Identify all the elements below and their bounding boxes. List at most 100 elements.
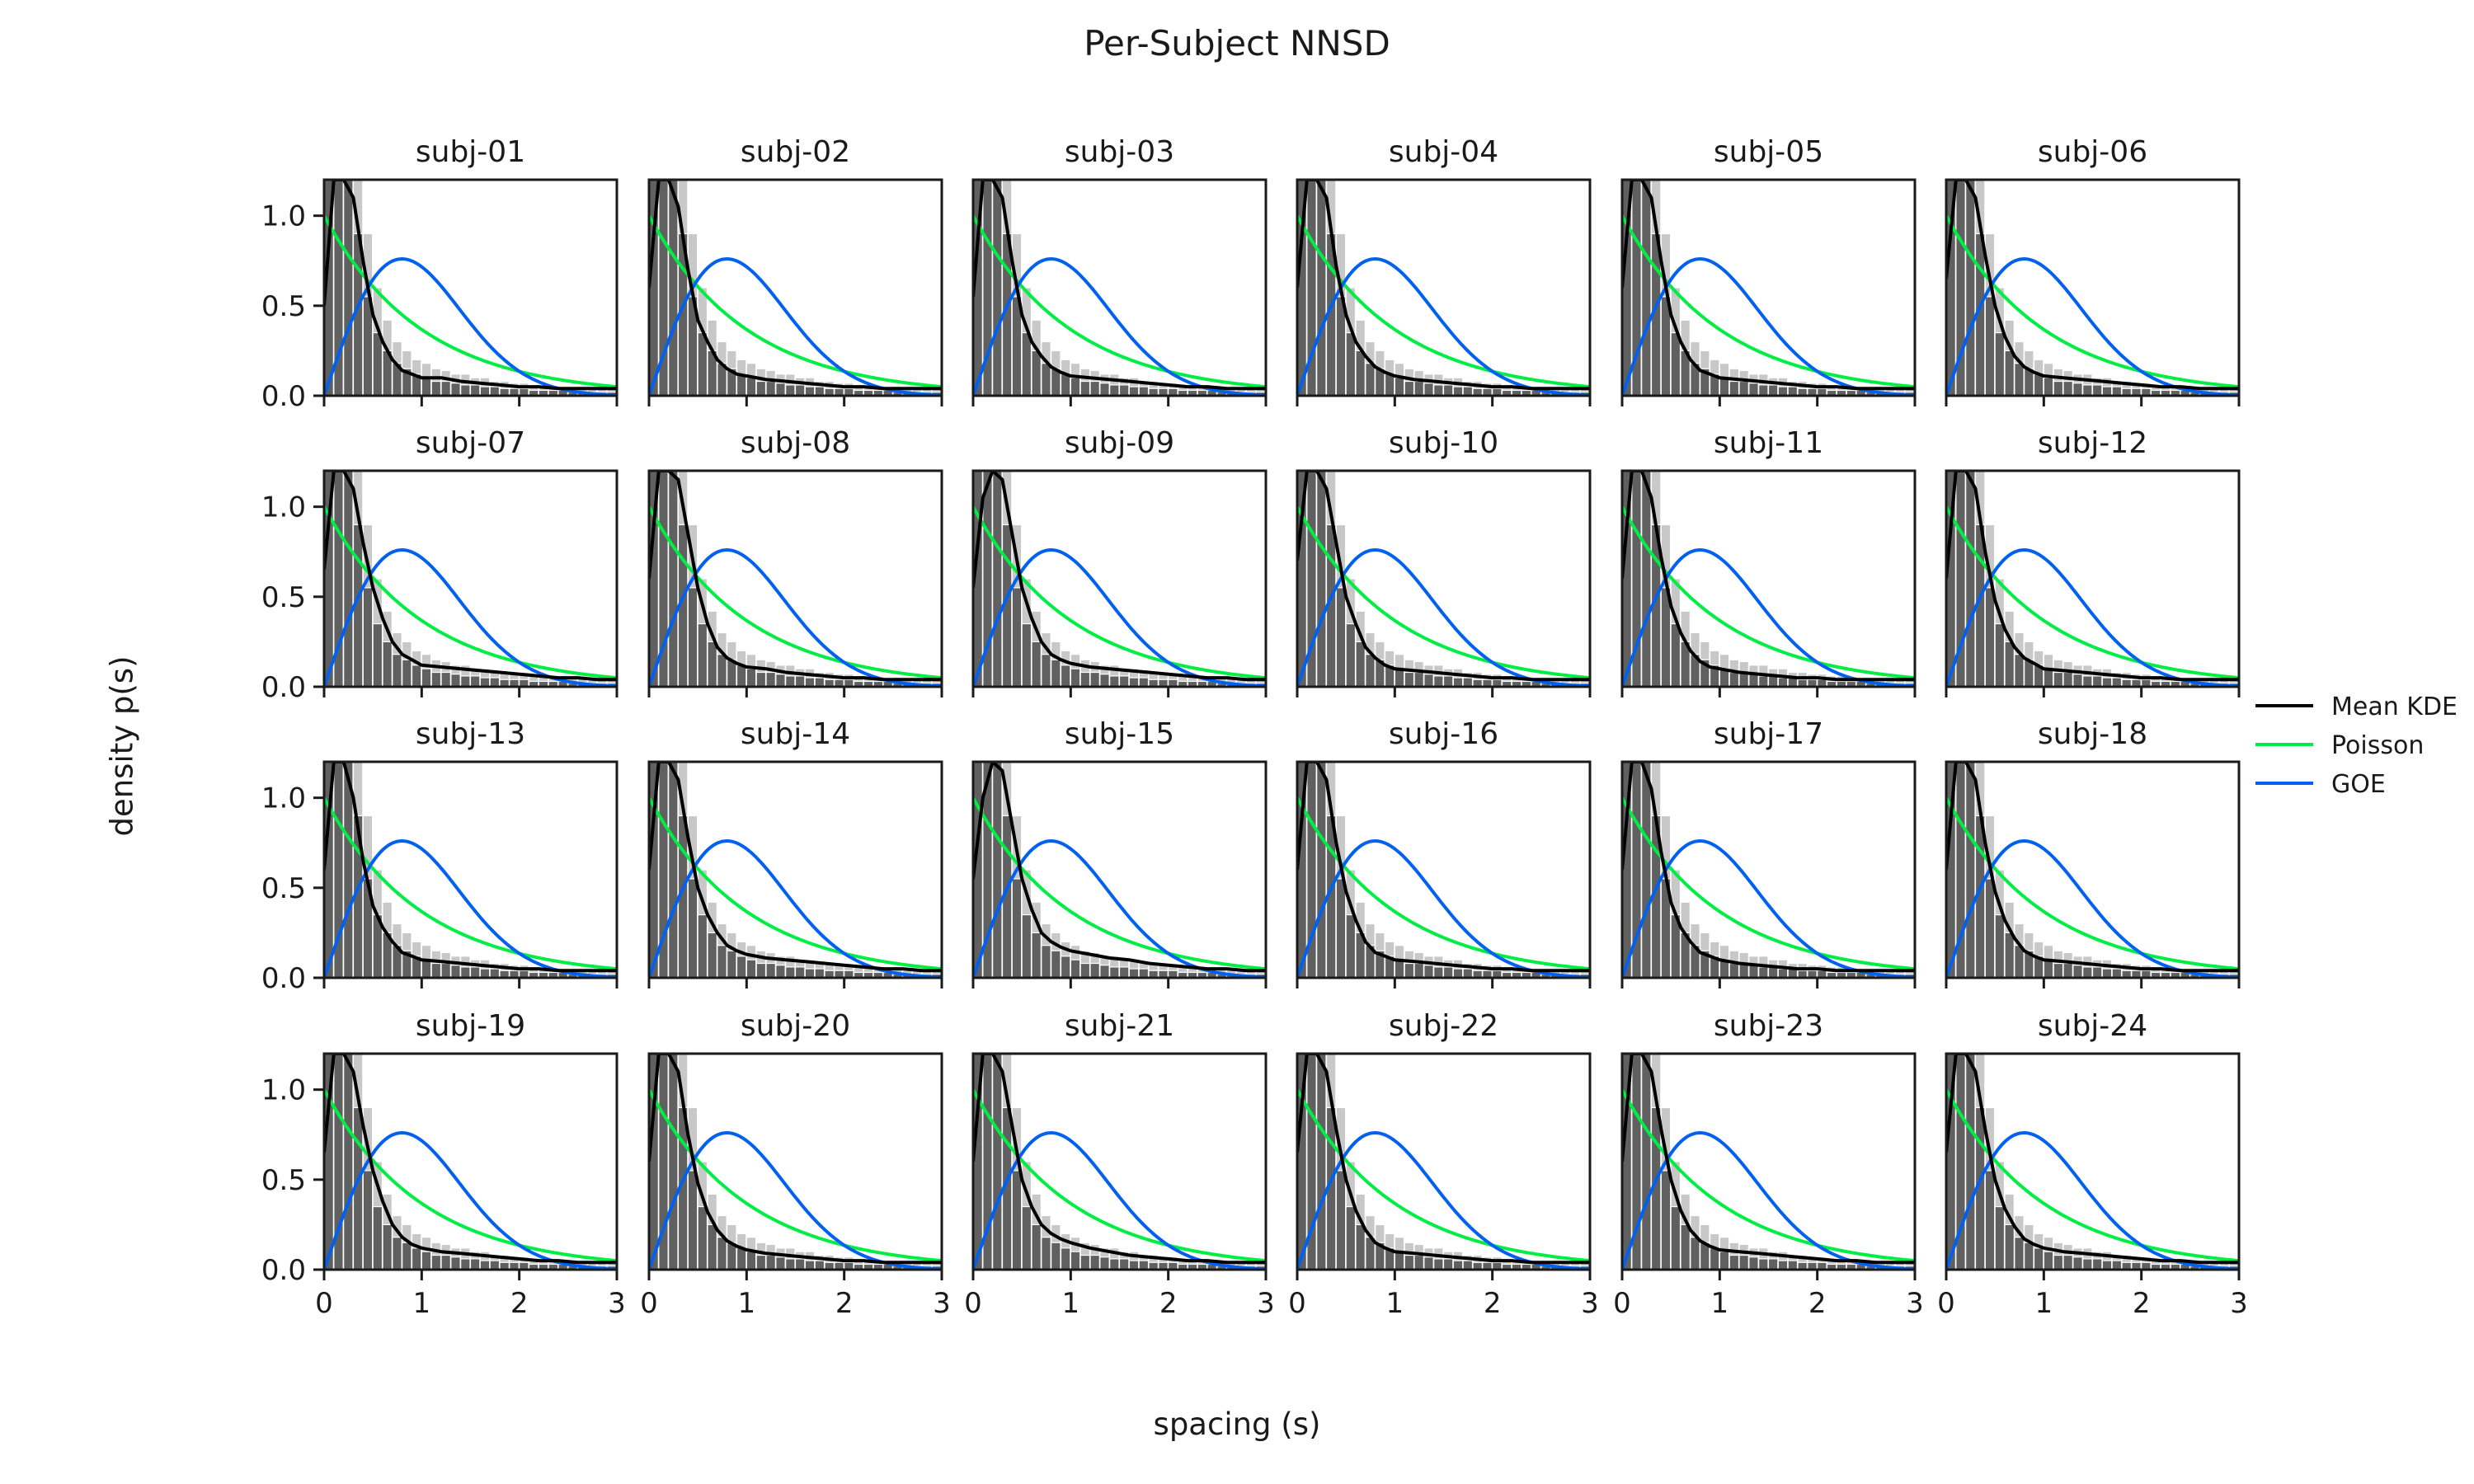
hist-bar-dark bbox=[1031, 641, 1042, 687]
goe-curve bbox=[1946, 838, 2239, 978]
poisson-curve bbox=[973, 505, 1266, 680]
hist-bar-dark bbox=[1413, 962, 1424, 978]
hist-bar-dark bbox=[765, 380, 776, 396]
x-tick-label: 1 bbox=[1711, 1287, 1729, 1320]
axes-frame bbox=[1945, 1052, 2241, 1271]
hist-bar-dark bbox=[1433, 1258, 1444, 1270]
legend-item: Mean KDE bbox=[2255, 693, 2458, 721]
mean-kde-curve bbox=[1946, 1054, 2239, 1265]
mean-kde-curve bbox=[973, 471, 1266, 682]
hist-bar-dark bbox=[1118, 384, 1130, 396]
subplot-subj-02: subj-02 bbox=[647, 135, 943, 406]
subplot-title: subj-05 bbox=[1714, 135, 1823, 169]
poisson-curve bbox=[1297, 214, 1590, 389]
subplot-title: subj-11 bbox=[1714, 426, 1823, 460]
hist-bar-dark bbox=[1462, 386, 1474, 396]
hist-bar-dark bbox=[992, 180, 1003, 396]
hist-bar-dark bbox=[1670, 622, 1681, 687]
hist-bar-dark bbox=[1109, 1258, 1120, 1270]
goe-curve bbox=[1946, 547, 2239, 687]
hist-bar-dark bbox=[1394, 377, 1405, 396]
hist-bar-dark bbox=[1442, 966, 1454, 978]
y-tick-label: 0.0 bbox=[261, 380, 306, 413]
hist-bar-dark bbox=[362, 1170, 374, 1270]
hist-bar-dark bbox=[2004, 350, 2015, 396]
axes-frame bbox=[1296, 760, 1592, 979]
hist-bar-dark bbox=[804, 677, 816, 687]
hist-bar-dark bbox=[1345, 1205, 1357, 1270]
hist-bar-dark bbox=[1060, 665, 1071, 687]
hist-bar-dark bbox=[1060, 1247, 1071, 1270]
hist-bar-dark bbox=[992, 762, 1003, 978]
hist-bar-dark bbox=[382, 641, 393, 687]
hist-bar-dark bbox=[1984, 296, 1996, 396]
hist-bar-dark bbox=[1021, 622, 1032, 687]
hist-bar-dark bbox=[2082, 675, 2093, 687]
hist-bar-dark bbox=[1079, 671, 1091, 687]
subplot-title: subj-23 bbox=[1714, 1009, 1823, 1043]
hist-bar-dark bbox=[1128, 386, 1140, 396]
hist-bar-dark bbox=[1316, 471, 1327, 687]
hist-bar-dark bbox=[992, 471, 1003, 687]
hist-bar-dark bbox=[2111, 1260, 2123, 1270]
hist-bar-dark bbox=[1452, 1260, 1464, 1270]
axes-frame bbox=[647, 760, 943, 979]
hist-bar-dark bbox=[1099, 1256, 1110, 1270]
hist-bar-dark bbox=[1031, 932, 1042, 978]
subplot-subj-16: subj-16 bbox=[1296, 717, 1592, 989]
hist-bar-dark bbox=[765, 962, 776, 978]
hist-bar-dark bbox=[1965, 180, 1976, 396]
hist-bar-dark bbox=[2082, 966, 2093, 978]
subplot-title: subj-01 bbox=[416, 135, 525, 169]
hist-bar-dark bbox=[489, 677, 501, 687]
hist-bar-dark bbox=[2033, 373, 2044, 396]
subplot-title: subj-14 bbox=[741, 717, 850, 751]
subplot-title: subj-12 bbox=[2038, 426, 2147, 460]
hist-bar-dark bbox=[717, 1237, 727, 1270]
hist-bar-dark bbox=[2082, 384, 2093, 396]
hist-bar-dark bbox=[2024, 1242, 2034, 1270]
hist-bar-dark bbox=[1099, 965, 1110, 978]
hist-bar-dark bbox=[1316, 762, 1327, 978]
hist-bar-dark bbox=[1641, 762, 1652, 978]
hist-bar-dark bbox=[2072, 383, 2083, 396]
subplot-subj-15: subj-15 bbox=[971, 717, 1268, 989]
hist-bar-dark bbox=[804, 968, 816, 978]
goe-curve bbox=[1622, 838, 1915, 978]
subplot-subj-23: subj-23 0 1 2 3 bbox=[1613, 1009, 1924, 1320]
hist-bar-dark bbox=[440, 962, 451, 978]
x-tick-label: 0 bbox=[1937, 1287, 1955, 1320]
y-tick-label: 1.0 bbox=[261, 200, 306, 233]
hist-bar-dark bbox=[440, 671, 451, 687]
hist-bar-dark bbox=[755, 380, 767, 396]
poisson-curve bbox=[1946, 1088, 2239, 1263]
hist-bar-dark bbox=[2091, 384, 2103, 396]
hist-bar-dark bbox=[1060, 956, 1071, 978]
x-tick-label: 0 bbox=[315, 1287, 333, 1320]
x-tick-label: 1 bbox=[1062, 1287, 1080, 1320]
hist-bar-dark bbox=[1128, 1260, 1140, 1270]
hist-bar-dark bbox=[343, 471, 354, 687]
legend-label: Poisson bbox=[2331, 731, 2424, 760]
mean-kde-curve bbox=[973, 762, 1266, 973]
hist-bar-dark bbox=[1777, 1260, 1789, 1270]
hist-bar-dark bbox=[765, 1254, 776, 1270]
hist-bar-dark bbox=[1099, 674, 1110, 687]
hist-bar-dark bbox=[479, 386, 491, 396]
hist-bar-dark bbox=[1758, 966, 1769, 978]
hist-bar-dark bbox=[1738, 1254, 1749, 1270]
hist-bar-dark bbox=[992, 1054, 1003, 1270]
hist-bar-dark bbox=[469, 675, 481, 687]
hist-bar-dark bbox=[794, 1258, 806, 1270]
poisson-curve bbox=[324, 214, 617, 389]
hist-bar-dark bbox=[697, 913, 708, 978]
poisson-curve bbox=[1622, 214, 1915, 389]
hist-bar-dark bbox=[1442, 675, 1454, 687]
hist-bar-dark bbox=[1423, 965, 1434, 978]
hist-bar-dark bbox=[440, 1254, 451, 1270]
hist-bar-dark bbox=[1442, 1258, 1454, 1270]
goe-curve bbox=[324, 1130, 617, 1270]
hist-bar-dark bbox=[1965, 762, 1976, 978]
subplot-title: subj-08 bbox=[741, 426, 850, 460]
hist-bar-dark bbox=[1051, 659, 1061, 687]
